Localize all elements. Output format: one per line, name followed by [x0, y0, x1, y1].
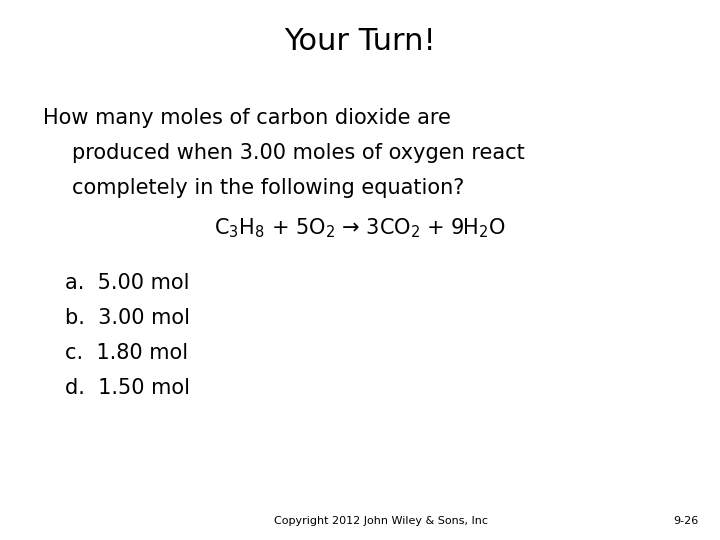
Text: c.  1.80 mol: c. 1.80 mol — [65, 343, 188, 363]
Text: C$_3$H$_8$ + 5O$_2$ → 3CO$_2$ + 9H$_2$O: C$_3$H$_8$ + 5O$_2$ → 3CO$_2$ + 9H$_2$O — [214, 216, 506, 240]
Text: 9-26: 9-26 — [673, 516, 698, 526]
Text: d.  1.50 mol: d. 1.50 mol — [65, 378, 190, 398]
Text: produced when 3.00 moles of oxygen react: produced when 3.00 moles of oxygen react — [72, 143, 525, 163]
Text: Copyright 2012 John Wiley & Sons, Inc: Copyright 2012 John Wiley & Sons, Inc — [274, 516, 487, 526]
Text: b.  3.00 mol: b. 3.00 mol — [65, 308, 190, 328]
Text: How many moles of carbon dioxide are: How many moles of carbon dioxide are — [43, 108, 451, 128]
Text: completely in the following equation?: completely in the following equation? — [72, 178, 464, 198]
Text: a.  5.00 mol: a. 5.00 mol — [65, 273, 189, 293]
Text: Your Turn!: Your Turn! — [284, 27, 436, 56]
